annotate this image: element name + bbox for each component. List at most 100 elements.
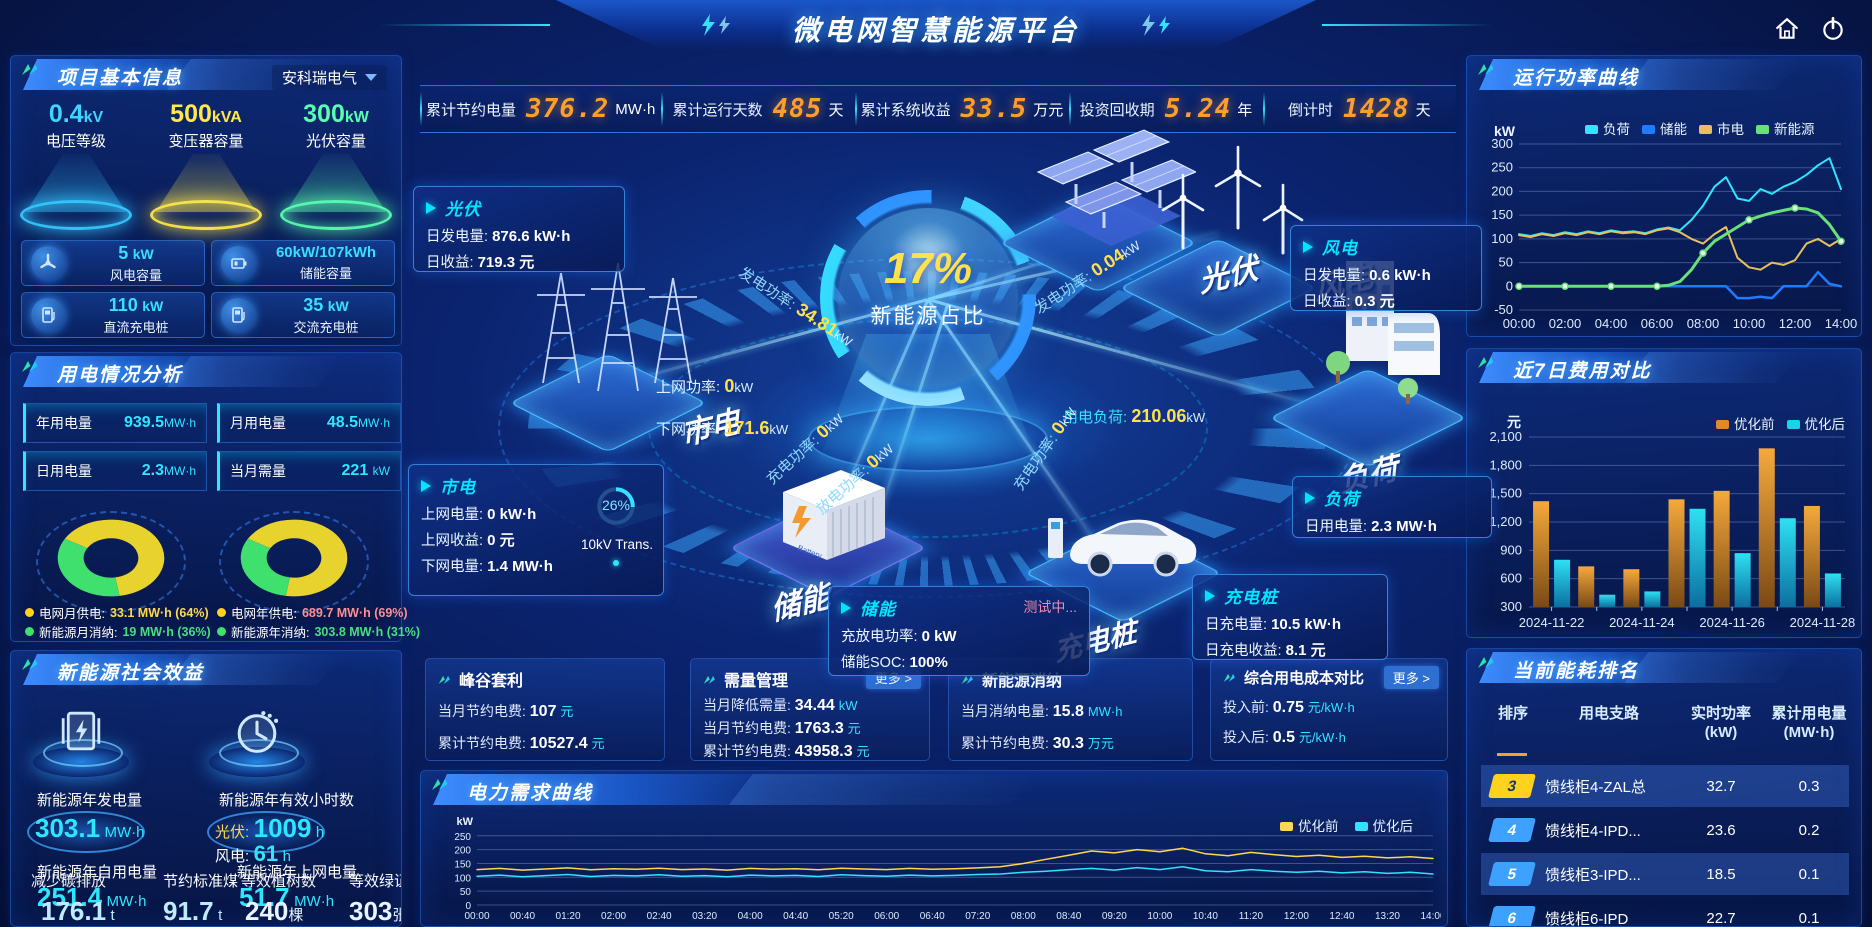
svg-text:-50: -50 (1494, 302, 1513, 317)
svg-text:03:20: 03:20 (692, 911, 717, 922)
stat-month-demand: 当月需量 221 kW (217, 451, 401, 491)
svg-text:04:40: 04:40 (783, 911, 808, 922)
svg-text:05:20: 05:20 (829, 911, 854, 922)
summary-stats-bar: 累计节约电量 376.2 MW·h 累计运行天数 485 天 累计系统收益 33… (420, 85, 1456, 133)
stat-saved-energy: 累计节约电量 376.2 MW·h (420, 86, 661, 132)
title-deco-line-left (380, 24, 550, 26)
svg-text:300: 300 (1500, 599, 1522, 614)
benefit-coal-label: 节约标准煤 (163, 873, 239, 890)
orb-pedestal (808, 406, 1048, 472)
svg-text:2024-11-26: 2024-11-26 (1699, 615, 1765, 630)
svg-text:08:40: 08:40 (1056, 911, 1081, 922)
svg-text:200: 200 (1491, 183, 1513, 198)
svg-text:50: 50 (460, 887, 472, 898)
svg-text:08:00: 08:00 (1687, 316, 1720, 331)
benefit-gen-label: 新能源年发电量 (37, 792, 143, 809)
glow-ring (280, 200, 392, 230)
svg-text:00:00: 00:00 (1503, 316, 1536, 331)
svg-text:12:00: 12:00 (1779, 316, 1812, 331)
glow-oval (207, 811, 325, 853)
svg-text:1,800: 1,800 (1489, 457, 1522, 472)
svg-text:10:00: 10:00 (1733, 316, 1766, 331)
chevron-right-icon (426, 201, 436, 214)
svg-text:300: 300 (1491, 136, 1513, 151)
renewable-share-orb: 17% 新能源占比 (838, 208, 1018, 388)
table-row[interactable]: 6 馈线柜6-IPD 22.7 0.1 (1481, 897, 1849, 926)
table-row[interactable]: 5 馈线柜3-IPD... 18.5 0.1 (1481, 853, 1849, 895)
svg-text:1,500: 1,500 (1489, 486, 1522, 501)
panel-corner-icon (21, 359, 39, 378)
wind-turbines-icon (1138, 113, 1308, 293)
stat-payback-period: 投资回收期 5.24 年 (1069, 86, 1262, 132)
legend-item-before[interactable]: 优化前 (1716, 413, 1775, 433)
panel-corner-icon (21, 657, 39, 676)
title-band (556, 0, 1316, 50)
stat-system-revenue: 累计系统收益 33.5 万元 (854, 86, 1070, 132)
glow-oval (27, 811, 145, 853)
panel-corner-icon (1477, 62, 1495, 81)
legend-item-grid[interactable]: 市电 (1699, 118, 1744, 138)
svg-text:02:40: 02:40 (647, 911, 672, 922)
svg-text:13:20: 13:20 (1375, 911, 1400, 922)
svg-text:600: 600 (1500, 571, 1522, 586)
panel-corner-icon (1477, 355, 1495, 374)
benefit-wind-hours: 风电: 61 h (215, 841, 291, 866)
legend-item-after[interactable]: 优化后 (1354, 815, 1413, 835)
stat-wind-capacity: 5 kW 风电容量 (21, 240, 205, 286)
svg-text:09:20: 09:20 (1102, 911, 1127, 922)
legend-item-after[interactable]: 优化后 (1786, 413, 1845, 433)
benefit-trees-value: 240棵 (245, 896, 304, 926)
spotlight-voltage-level: 0.4kV 电压等级 (15, 100, 137, 230)
table-row[interactable]: 3 馈线柜4-ZAL总 32.7 0.3 (1481, 765, 1849, 807)
lightning-icon (1140, 14, 1174, 41)
stat-day-usage: 日用电量 2.3MW·h (23, 451, 207, 491)
power-icon (1823, 16, 1843, 40)
svg-text:06:00: 06:00 (1641, 316, 1674, 331)
legend-item-storage[interactable]: 储能 (1642, 118, 1687, 138)
table-row[interactable]: 4 馈线柜4-IPD... 23.6 0.2 (1481, 809, 1849, 851)
svg-text:12:00: 12:00 (1284, 911, 1309, 922)
benefit-cert-value: 303张 (349, 896, 401, 926)
svg-text:08:00: 08:00 (1011, 911, 1036, 922)
legend-month-renewable[interactable]: 新能源月消纳: 19 MW·h (36%) (25, 622, 211, 641)
legend-item-before[interactable]: 优化前 (1280, 815, 1339, 835)
svg-text:11:20: 11:20 (1239, 911, 1264, 922)
chevron-right-icon (841, 601, 851, 614)
svg-text:150: 150 (1491, 207, 1513, 222)
more-button[interactable]: 更多 > (1383, 666, 1439, 689)
svg-text:900: 900 (1500, 542, 1522, 557)
svg-text:kW: kW (457, 817, 474, 828)
benefit-cert-label: 等效绿证 (349, 873, 401, 890)
page-title: 微电网智慧能源平台 (791, 15, 1080, 46)
company-select[interactable]: 安科瑞电气 (271, 65, 387, 90)
transmission-tower-icon (503, 233, 713, 403)
benefit-carbon-value: 176.1 t (41, 896, 115, 926)
stat-year-usage: 年用电量 939.5MW·h (23, 403, 207, 443)
legend-item-load[interactable]: 负荷 (1585, 118, 1630, 138)
legend-year-grid[interactable]: 电网年供电: 689.7 MW·h (69%) (217, 603, 408, 622)
legend-month-grid[interactable]: 电网月供电: 33.1 MW·h (64%) (25, 603, 209, 622)
svg-text:2024-11-24: 2024-11-24 (1609, 615, 1675, 630)
run-power-chart: 300 250 200 150 100 50 0 -50 kW 00:00 02:00 04:00 06… (1473, 114, 1857, 332)
benefit-self-value: 251.4 MW·h (37, 882, 147, 912)
donut-year-supply (229, 511, 359, 605)
svg-text:2024-11-28: 2024-11-28 (1790, 615, 1856, 630)
storage-status: 测试中... (1023, 599, 1077, 615)
panel-cost-compare: 近7日费用对比 优化前 优化后 2,100 1,800 1,500 1,200 900 6… (1466, 348, 1862, 638)
svg-text:02:00: 02:00 (1549, 316, 1582, 331)
svg-text:50: 50 (1499, 255, 1513, 270)
card-corner-icon (961, 675, 973, 684)
icon-pedestal (33, 739, 129, 777)
panel-energy-ranking: 当前能耗排名 排序 用电支路 实时功率 (kW) 累计用电量 (MW·h) 3 … (1466, 648, 1862, 927)
legend-item-renewable[interactable]: 新能源 (1756, 118, 1815, 138)
info-box-wind: 风电 日发电量: 0.6 kW·h 日收益: 0.3 元 (1290, 225, 1482, 311)
power-button[interactable] (1814, 12, 1852, 46)
svg-text:10:40: 10:40 (1193, 911, 1218, 922)
demand-legend: 优化前 优化后 (1280, 815, 1413, 835)
svg-text:元: 元 (1507, 414, 1521, 430)
transformer-gauge: 26% 10kV Trans. (581, 479, 653, 566)
home-button[interactable] (1768, 12, 1806, 46)
flow-grid-export: 上网功率: 0kW (656, 376, 754, 396)
legend-year-renewable[interactable]: 新能源年消纳: 303.8 MW·h (31%) (217, 622, 420, 641)
light-cone (156, 154, 256, 212)
